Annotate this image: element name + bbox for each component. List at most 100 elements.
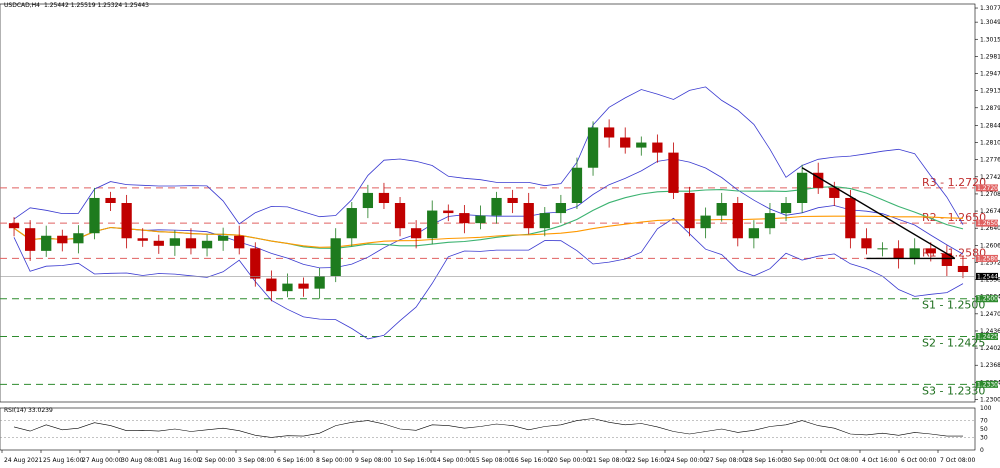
- candle-body: [539, 213, 550, 229]
- price-tick-label: 1.29810: [980, 53, 1000, 60]
- time-tick-label: 27 Sep 08:00: [706, 457, 746, 464]
- candle-body: [571, 167, 583, 203]
- chart-header-ohlc: 1.25442 1.25519 1.25324 1.25443: [44, 2, 149, 9]
- price-tick-label: 1.29470: [980, 71, 1000, 78]
- price-tick-label: 1.24360: [980, 328, 1000, 335]
- rsi-line: [13, 418, 963, 438]
- time-tick-label: 21 Sep 08:00: [589, 457, 629, 464]
- time-tick-label: 24 Sep 00:00: [667, 457, 707, 464]
- level-axis-tag-bg: [976, 295, 998, 303]
- candle-body: [587, 127, 599, 168]
- price-tick-label: 1.25720: [980, 259, 1000, 266]
- candle-body: [314, 276, 325, 289]
- time-tick-label: 24 Aug 2021: [4, 457, 43, 464]
- level-axis-tag-bg: [976, 219, 998, 227]
- candle-body: [475, 215, 486, 224]
- time-tick-label: 22 Sep 16:00: [628, 457, 668, 464]
- candle-body: [298, 283, 309, 289]
- time-tick-label: 20 Sep 00:00: [550, 457, 590, 464]
- price-tick-label: 1.30150: [980, 36, 1000, 43]
- candle-body: [185, 238, 197, 249]
- time-tick-label: 27 Aug 00:00: [82, 457, 123, 464]
- level-axis-tag-bg: [976, 184, 998, 192]
- bollinger-lower: [13, 217, 964, 340]
- candle-body: [427, 210, 438, 239]
- price-tick-label: 1.26060: [980, 242, 1000, 249]
- candle-body: [861, 238, 872, 249]
- level-label: S3 - 1.2330: [922, 384, 985, 397]
- price-panel-frame: [0, 3, 976, 403]
- rsi-tick-label: 70: [980, 418, 988, 425]
- time-tick-label: 1 Oct 08:00: [823, 457, 858, 464]
- candle-body: [169, 238, 181, 246]
- moving-average-orange: [13, 215, 964, 248]
- time-tick-label: 6 Sep 16:00: [277, 457, 313, 464]
- rsi-panel-frame: [0, 407, 976, 451]
- price-tick-label: 1.24020: [980, 345, 1000, 352]
- level-axis-tag: 1.25800: [977, 255, 1000, 262]
- candle-body: [893, 248, 904, 259]
- bollinger-bands: [13, 86, 964, 340]
- rsi-tick-label: 30: [980, 434, 988, 441]
- candle-body: [845, 197, 856, 239]
- candle-body: [378, 192, 390, 203]
- candle-body: [491, 197, 502, 216]
- time-tick-label: 10 Sep 16:00: [394, 457, 434, 464]
- level-axis-tag-bg: [976, 254, 998, 262]
- time-tick-label: 3 Sep 08:00: [238, 457, 274, 464]
- price-tick-label: 1.28440: [980, 122, 1000, 129]
- candle-body: [796, 172, 808, 203]
- time-tick-label: 30 Aug 08:00: [121, 457, 162, 464]
- time-tick-label: 16 Sep 16:00: [511, 457, 551, 464]
- candle-body: [89, 197, 100, 234]
- time-tick-label: 28 Sep 16:00: [745, 457, 785, 464]
- candle-body: [57, 235, 68, 244]
- bollinger-middle: [13, 158, 964, 269]
- candle-body: [668, 152, 679, 193]
- time-tick-label: 8 Sep 00:00: [316, 457, 352, 464]
- candle-body: [8, 223, 20, 229]
- level-label: S1 - 1.2500: [922, 299, 985, 312]
- level-label: S2 - 1.2425: [922, 337, 985, 350]
- candle-body: [282, 283, 293, 292]
- candle-body: [636, 142, 647, 148]
- candle-body: [41, 235, 52, 251]
- price-tick-label: 1.27760: [980, 157, 1000, 164]
- candle-body: [234, 235, 245, 249]
- price-tick-label: 1.24700: [980, 311, 1000, 318]
- time-tick-label: 6 Oct 00:00: [901, 457, 936, 464]
- time-tick-label: 14 Sep 00:00: [433, 457, 473, 464]
- candle-body: [700, 215, 711, 229]
- candle-body: [24, 228, 36, 251]
- price-tick-label: 1.23000: [980, 396, 1000, 403]
- candle-body: [201, 240, 213, 249]
- candle-body: [394, 203, 406, 229]
- candle-body: [73, 233, 84, 244]
- price-tick-label: 1.23680: [980, 362, 1000, 369]
- level-axis-tag: 1.24250: [977, 334, 1000, 341]
- level-label: R1 - 1.2580: [922, 246, 986, 259]
- level-axis-tag: 1.26500: [977, 220, 1000, 227]
- level-axis-tag: 1.23300: [977, 381, 1000, 388]
- candle-body: [909, 248, 920, 259]
- candle-body: [957, 265, 969, 273]
- candle-body: [443, 210, 454, 214]
- candle-body: [716, 203, 727, 216]
- price-tick-label: 1.30490: [980, 19, 1000, 26]
- price-tick-label: 1.28790: [980, 105, 1000, 112]
- candle-body: [684, 192, 695, 229]
- candle-body: [748, 228, 760, 239]
- candle-body: [153, 240, 164, 246]
- candle-body: [459, 213, 470, 224]
- time-tick-label: 7 Oct 08:00: [940, 457, 975, 464]
- price-tick-label: 1.26740: [980, 208, 1000, 215]
- rsi-tick-label: 50: [980, 426, 988, 433]
- candle-body: [603, 127, 615, 138]
- time-tick-label: 25 Aug 16:00: [43, 457, 84, 464]
- candle-body: [250, 248, 261, 279]
